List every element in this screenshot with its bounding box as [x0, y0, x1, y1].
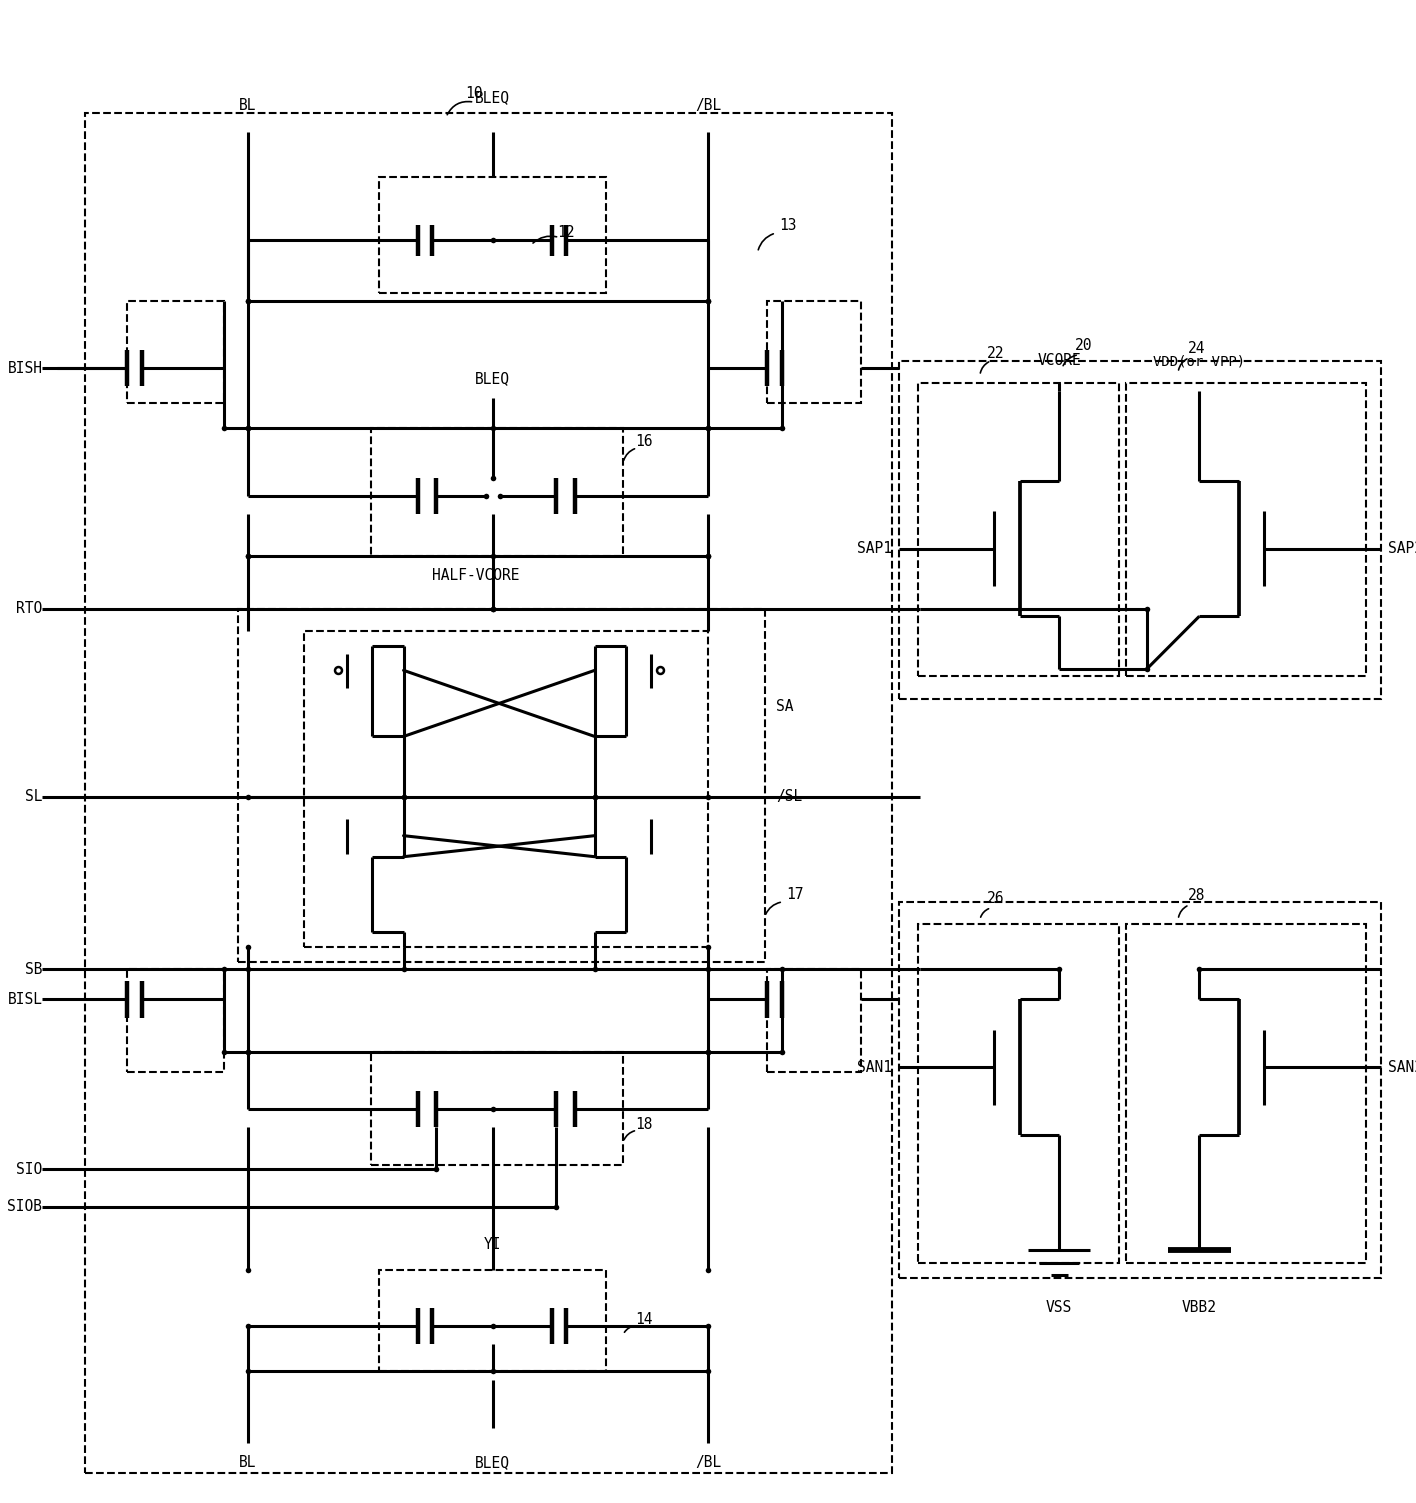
Text: YI: YI — [484, 1237, 501, 1252]
Bar — [899, 902, 1381, 1278]
Text: SAP1: SAP1 — [857, 541, 892, 556]
Bar — [1126, 383, 1366, 676]
Text: SIOB: SIOB — [7, 1199, 42, 1214]
Text: /SL: /SL — [776, 789, 803, 804]
Text: 17: 17 — [786, 887, 803, 902]
Text: SL: SL — [25, 789, 42, 804]
Text: HALF-VCORE: HALF-VCORE — [432, 568, 520, 583]
Bar — [238, 609, 765, 962]
Text: 18: 18 — [636, 1117, 653, 1132]
Text: BISL: BISL — [7, 992, 42, 1007]
Text: VSS: VSS — [1046, 1300, 1072, 1315]
Text: 28: 28 — [1188, 888, 1205, 903]
Text: 26: 26 — [987, 891, 1004, 906]
Text: BLEQ: BLEQ — [476, 371, 510, 386]
Text: SIO: SIO — [16, 1162, 42, 1177]
Bar — [304, 631, 708, 947]
Text: SA: SA — [776, 699, 793, 714]
Text: BLEQ: BLEQ — [476, 1455, 510, 1470]
Bar — [918, 383, 1119, 676]
Text: BLEQ: BLEQ — [476, 90, 510, 105]
Text: 10: 10 — [466, 86, 483, 101]
Text: 14: 14 — [636, 1312, 653, 1327]
Text: BISH: BISH — [7, 361, 42, 376]
Bar — [85, 113, 892, 1473]
Text: 16: 16 — [636, 434, 653, 449]
Text: SB: SB — [25, 962, 42, 977]
Bar — [371, 428, 623, 556]
Text: 13: 13 — [779, 218, 796, 233]
Bar — [767, 969, 861, 1072]
Text: 24: 24 — [1188, 341, 1205, 356]
Text: VBB2: VBB2 — [1182, 1300, 1216, 1315]
Bar — [371, 1052, 623, 1165]
Bar — [379, 1270, 606, 1371]
Text: SAP2: SAP2 — [1388, 541, 1416, 556]
Text: BL: BL — [239, 1455, 256, 1470]
Text: /BL: /BL — [695, 98, 721, 113]
Bar — [379, 177, 606, 293]
Text: BL: BL — [239, 98, 256, 113]
Bar — [899, 361, 1381, 699]
Bar — [127, 969, 224, 1072]
Bar — [127, 301, 224, 403]
Text: VDD(or VPP): VDD(or VPP) — [1153, 355, 1246, 368]
Text: SAN1: SAN1 — [857, 1060, 892, 1075]
Bar — [918, 924, 1119, 1263]
Text: 22: 22 — [987, 346, 1004, 361]
Text: RTO: RTO — [16, 601, 42, 616]
Bar — [767, 301, 861, 403]
Text: 12: 12 — [558, 225, 575, 240]
Text: /BL: /BL — [695, 1455, 721, 1470]
Text: VCORE: VCORE — [1038, 353, 1080, 368]
Text: SAN2: SAN2 — [1388, 1060, 1416, 1075]
Bar — [1126, 924, 1366, 1263]
Text: 20: 20 — [1075, 338, 1092, 353]
